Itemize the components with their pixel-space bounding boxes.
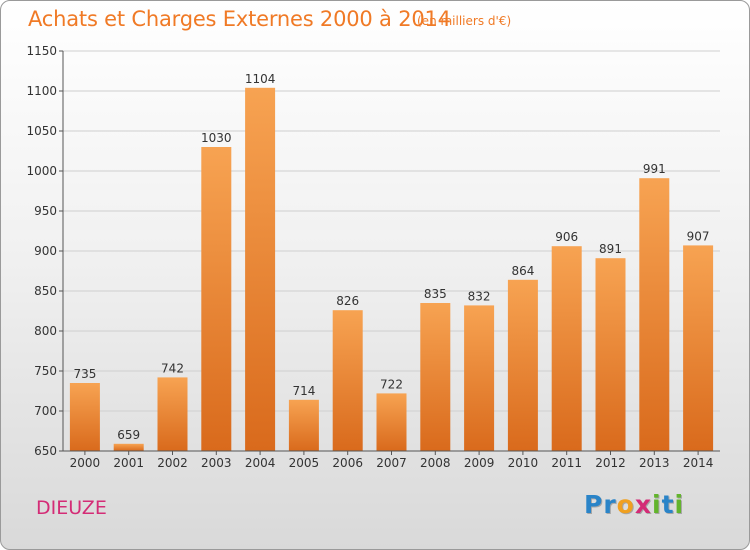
y-tick-label: 1150	[26, 44, 57, 58]
chart-title: Achats et Charges Externes 2000 à 2014	[28, 7, 451, 31]
y-tick-label: 750	[34, 364, 57, 378]
x-tick-label: 2008	[420, 456, 451, 470]
x-tick-label: 2012	[595, 456, 626, 470]
data-label: 826	[336, 294, 359, 308]
logo-letter: r	[603, 490, 617, 519]
bar	[201, 147, 232, 451]
data-label: 1104	[245, 72, 276, 86]
y-tick-label: 850	[34, 284, 57, 298]
x-tick-label: 2005	[289, 456, 320, 470]
x-tick-label: 2003	[201, 456, 232, 470]
y-tick-label: 950	[34, 204, 57, 218]
bar	[245, 87, 276, 452]
bar	[595, 258, 626, 451]
y-tick-label: 650	[34, 444, 57, 458]
y-tick-label: 1000	[26, 164, 57, 178]
y-tick-label: 1100	[26, 84, 57, 98]
x-tick-label: 2000	[70, 456, 101, 470]
data-label: 735	[73, 367, 96, 381]
data-label: 835	[424, 287, 447, 301]
x-tick-label: 2001	[113, 456, 144, 470]
logo-letter: i	[674, 490, 685, 519]
proxiti-logo: Proxiti	[584, 490, 684, 519]
data-label: 906	[555, 230, 578, 244]
x-tick-label: 2004	[245, 456, 276, 470]
logo-letter: t	[661, 490, 675, 519]
data-label: 991	[643, 162, 666, 176]
x-tick-label: 2013	[639, 456, 670, 470]
data-label: 722	[380, 377, 403, 391]
bar	[69, 383, 100, 451]
logo-letter: o	[616, 490, 635, 519]
logo-letter: P	[584, 490, 604, 519]
data-label: 907	[687, 229, 710, 243]
city-name: DIEUZE	[36, 497, 107, 519]
data-label: 659	[117, 428, 140, 442]
chart-unit-note: (en milliers d'€)	[417, 14, 512, 28]
y-tick-label: 900	[34, 244, 57, 258]
data-label: 832	[468, 289, 491, 303]
logo-letter: i	[652, 490, 662, 519]
bar	[332, 310, 363, 451]
data-label: 742	[161, 361, 184, 375]
bars: 735 659 742 1030 1104 714 826 722 835 832 864 906 89…	[69, 72, 714, 452]
data-label: 1030	[201, 131, 232, 145]
x-tick-label: 2014	[683, 456, 714, 470]
bar	[288, 399, 319, 451]
bar	[683, 245, 714, 451]
logo-letter: x	[634, 490, 652, 519]
bar	[464, 305, 495, 451]
data-label: 864	[511, 264, 534, 278]
bar	[376, 393, 407, 451]
x-tick-label: 2007	[376, 456, 407, 470]
x-tick-label: 2002	[157, 456, 188, 470]
bar	[551, 246, 582, 451]
bar	[157, 377, 188, 451]
data-label: 891	[599, 242, 622, 256]
bar	[420, 303, 451, 451]
y-tick-label: 800	[34, 324, 57, 338]
bar	[507, 279, 538, 451]
bar	[639, 178, 670, 451]
y-tick-label: 700	[34, 404, 57, 418]
y-tick-label: 1050	[26, 124, 57, 138]
x-tick-label: 2006	[332, 456, 363, 470]
x-tick-label: 2010	[508, 456, 539, 470]
x-tick-label: 2009	[464, 456, 495, 470]
bar	[113, 443, 144, 451]
data-label: 714	[292, 384, 315, 398]
x-tick-label: 2011	[551, 456, 582, 470]
axes: 650 700 750 800 850 900 950 1000 1050 1100 1150 200…	[26, 44, 720, 470]
